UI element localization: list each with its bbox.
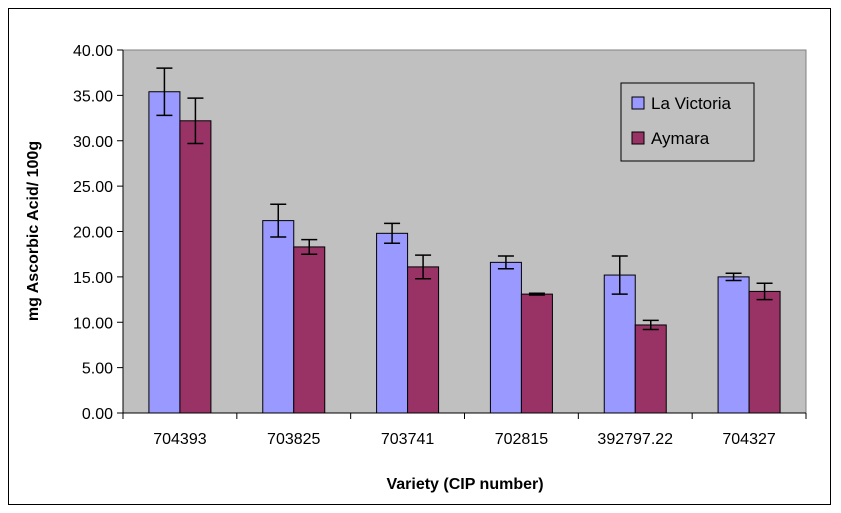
bar-aymara-703825: [293, 246, 326, 414]
legend-swatch-la-victoria: [631, 96, 645, 110]
error-bar: [611, 255, 628, 295]
legend-swatch-aymara: [631, 131, 645, 145]
error-bar: [642, 319, 659, 331]
x-tick-label: 703741: [381, 431, 434, 448]
y-tick-label: 5.00: [82, 361, 113, 378]
y-tick-label: 35.00: [73, 88, 113, 105]
bar-la-victoria-392797.22: [603, 274, 636, 414]
error-bar: [415, 254, 432, 280]
axes-group: [117, 49, 807, 419]
bar-aymara-392797.22: [634, 324, 667, 414]
bar-aymara-704327: [748, 290, 781, 414]
error-bar: [497, 255, 514, 270]
error-bar: [301, 238, 318, 255]
x-tick-labels: 704393 703825 703741 702815 392797.22 704327: [153, 431, 776, 448]
bar-aymara-702815: [520, 293, 553, 414]
legend-box: [620, 82, 755, 162]
y-axis-title: mg Ascorbic Acid/ 100g: [25, 141, 42, 321]
y-tick-label: 15.00: [73, 270, 113, 287]
error-bar: [156, 67, 173, 117]
bar-la-victoria-703825: [262, 220, 295, 414]
error-bar: [384, 222, 401, 245]
bar-la-victoria-702815: [489, 261, 522, 414]
x-tick-label: 702815: [495, 431, 548, 448]
legend-label-aymara: Aymara: [651, 129, 710, 148]
x-tick-label: 704393: [153, 431, 206, 448]
y-tick-labels: 0.00 5.00 10.00 15.00 20.00 25.00 30.00 35.00 40…: [73, 43, 113, 423]
legend: La Victoria Aymara: [620, 82, 755, 162]
error-bar: [756, 282, 773, 301]
bar-la-victoria-704327: [717, 276, 750, 414]
bar-la-victoria-704393: [148, 91, 181, 414]
x-tick-label: 392797.22: [597, 431, 673, 448]
y-tick-label: 20.00: [73, 225, 113, 242]
legend-label-la-victoria: La Victoria: [651, 94, 732, 113]
bar-la-victoria-703741: [376, 232, 409, 414]
error-bar: [528, 292, 545, 296]
y-tick-label: 25.00: [73, 179, 113, 196]
x-tick-label: 703825: [267, 431, 320, 448]
error-bar: [187, 97, 204, 145]
error-bar: [725, 272, 742, 282]
y-tick-label: 0.00: [82, 406, 113, 423]
bar-aymara-703741: [407, 266, 440, 414]
y-tick-label: 30.00: [73, 134, 113, 151]
y-tick-label: 40.00: [73, 43, 113, 60]
bar-aymara-704393: [179, 120, 212, 414]
y-tick-label: 10.00: [73, 315, 113, 332]
x-axis-title: Variety (CIP number): [386, 476, 543, 493]
x-tick-label: 704327: [722, 431, 775, 448]
error-bar: [270, 203, 287, 238]
error-bars-group: [156, 67, 773, 331]
